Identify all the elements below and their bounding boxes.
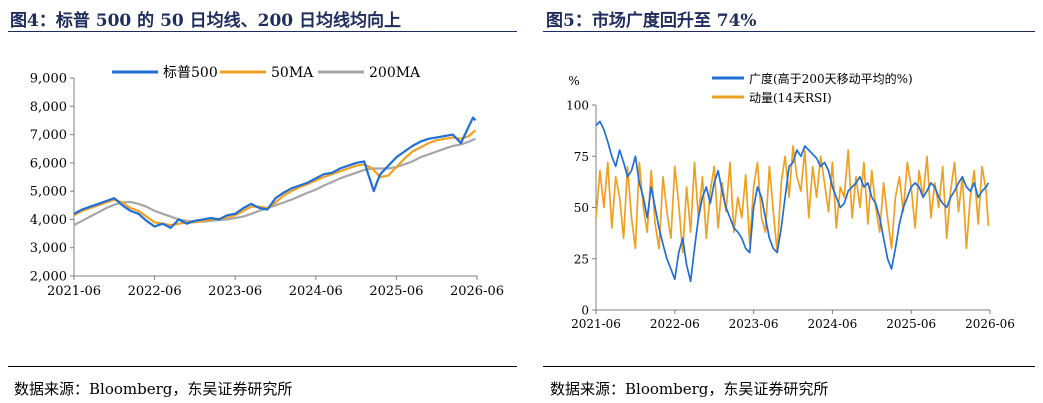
series-line-secondary-1 xyxy=(73,129,477,227)
y-axis-unit-label: % xyxy=(568,74,579,88)
y-tick-label: 50 xyxy=(574,201,589,215)
series-line-primary xyxy=(595,120,990,283)
x-tick-label: 2025-06 xyxy=(369,284,423,299)
legend-label-0: 广度(高于200天移动平均的%) xyxy=(749,71,913,86)
legend-label-1: 动量(14天RSI) xyxy=(749,91,832,105)
market-breadth-chart: 0 25 50 75 100 2021-06 2022-06 2023-06 2024-06 20… xyxy=(566,71,1015,331)
x-tick-label: 2024-06 xyxy=(289,284,343,299)
sp500-moving-average-chart: 2,000 3,000 4,000 5,000 6,000 7,000 8,000 9,000… xyxy=(30,65,504,299)
left-bottom-rule xyxy=(8,366,517,367)
left-figure-title: 图4：标普 500 的 50 日均线、200 日均线均向上 xyxy=(10,11,402,31)
legend-label-0: 标普500 xyxy=(163,65,218,81)
x-tick-label: 2021-06 xyxy=(571,317,621,331)
x-tick-label: 2022-06 xyxy=(128,284,182,299)
y-tick-label: 100 xyxy=(566,99,589,113)
right-title-rule xyxy=(543,31,1035,32)
y-tick-label: 25 xyxy=(574,252,589,266)
y-tick-label: 75 xyxy=(574,150,589,164)
left-title-rule xyxy=(8,31,517,32)
x-tick-label: 2023-06 xyxy=(208,284,262,299)
x-tick-label: 2026-06 xyxy=(450,284,504,299)
x-tick-label: 2022-06 xyxy=(650,317,700,331)
right-figure-title: 图5：市场广度回升至 74% xyxy=(546,11,757,31)
y-tick-label: 0 xyxy=(581,304,589,318)
legend-label-2: 200MA xyxy=(369,65,421,81)
y-tick-label: 9,000 xyxy=(30,72,67,87)
x-tick-label: 2024-06 xyxy=(807,317,857,331)
y-tick-label: 4,000 xyxy=(30,213,67,228)
x-tick-label: 2021-06 xyxy=(47,284,101,299)
series-line-secondary-2 xyxy=(73,137,476,227)
y-tick-label: 2,000 xyxy=(30,270,67,285)
y-tick-label: 6,000 xyxy=(30,156,67,171)
x-tick-label: 2025-06 xyxy=(886,317,936,331)
left-source-note: 数据来源：Bloomberg，东吴证券研究所 xyxy=(14,380,293,398)
series-line-primary xyxy=(73,116,477,229)
legend-label-1: 50MA xyxy=(271,65,314,81)
y-tick-label: 3,000 xyxy=(30,241,67,256)
right-source-note: 数据来源：Bloomberg，东吴证券研究所 xyxy=(550,380,829,398)
right-bottom-rule xyxy=(543,366,1035,367)
x-tick-label: 2023-06 xyxy=(729,317,779,331)
y-tick-label: 7,000 xyxy=(30,128,67,143)
series-line-secondary-1 xyxy=(595,145,990,254)
y-tick-label: 8,000 xyxy=(30,100,67,115)
x-tick-label: 2026-06 xyxy=(965,317,1015,331)
y-tick-label: 5,000 xyxy=(30,185,67,200)
